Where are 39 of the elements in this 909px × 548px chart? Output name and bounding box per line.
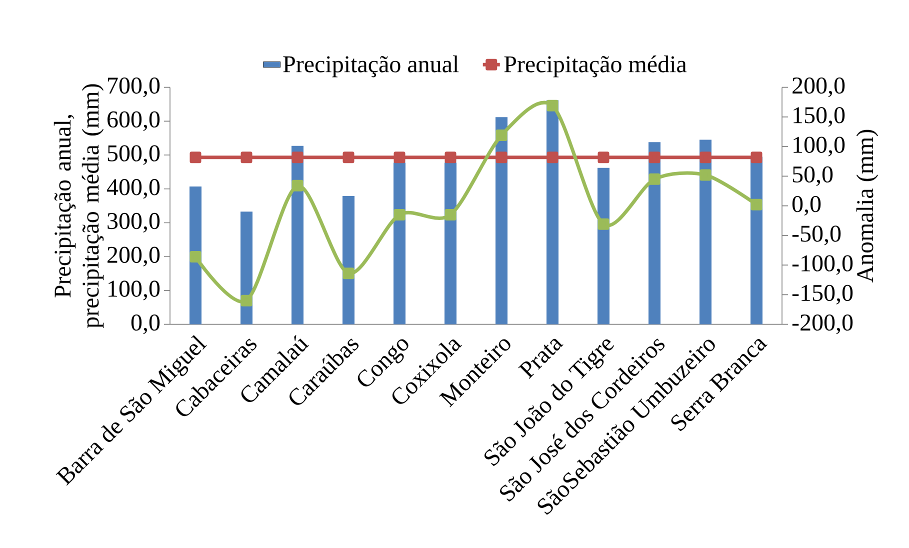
legend-label: Precipitação anual — [283, 55, 459, 78]
y-tick-label: 700,0 — [108, 77, 160, 97]
y-tick-label: 600,0 — [108, 111, 160, 131]
bar — [444, 162, 457, 324]
point — [444, 208, 456, 220]
point — [240, 294, 252, 306]
bar — [190, 186, 202, 324]
y2-tick-label: 100,0 — [794, 136, 845, 156]
point — [750, 198, 762, 210]
y-tick-label: 0,0 — [131, 314, 160, 334]
y-tick-label: 300,0 — [108, 212, 160, 232]
point — [394, 208, 406, 220]
point — [700, 169, 712, 181]
point — [546, 100, 558, 112]
y2-tick-label: 0,0 — [792, 196, 821, 216]
y2-tick-label: 50,0 — [792, 166, 833, 186]
point — [648, 173, 660, 185]
y2-tick-label: 150,0 — [794, 106, 845, 127]
y-tick-label: 200,0 — [108, 246, 160, 266]
y2-tick-label: 200,0 — [792, 77, 845, 97]
x-tick-label: Prata — [518, 338, 564, 379]
y-tick-label: 500,0 — [108, 145, 160, 165]
point — [598, 218, 610, 230]
y-tick-label: 400,0 — [106, 178, 160, 199]
point — [496, 129, 508, 141]
point — [190, 250, 202, 262]
y2-tick-label: -50,0 — [792, 225, 841, 246]
y2-tick-label: -100,0 — [792, 255, 853, 275]
y-axis-title: Precipitação anual, precipitação média (mm) — [54, 84, 104, 328]
y2-tick-label: -150,0 — [792, 284, 853, 304]
y2-tick-label: -200,0 — [792, 314, 853, 334]
legend-label: Precipitação média — [504, 55, 687, 78]
bar — [598, 168, 610, 324]
y2-axis-title: Anomalia (mm) — [856, 130, 878, 282]
bar — [342, 196, 355, 324]
y-tick-label: 100,0 — [108, 280, 160, 300]
point — [292, 180, 304, 192]
bar — [394, 162, 406, 324]
point — [342, 267, 354, 279]
